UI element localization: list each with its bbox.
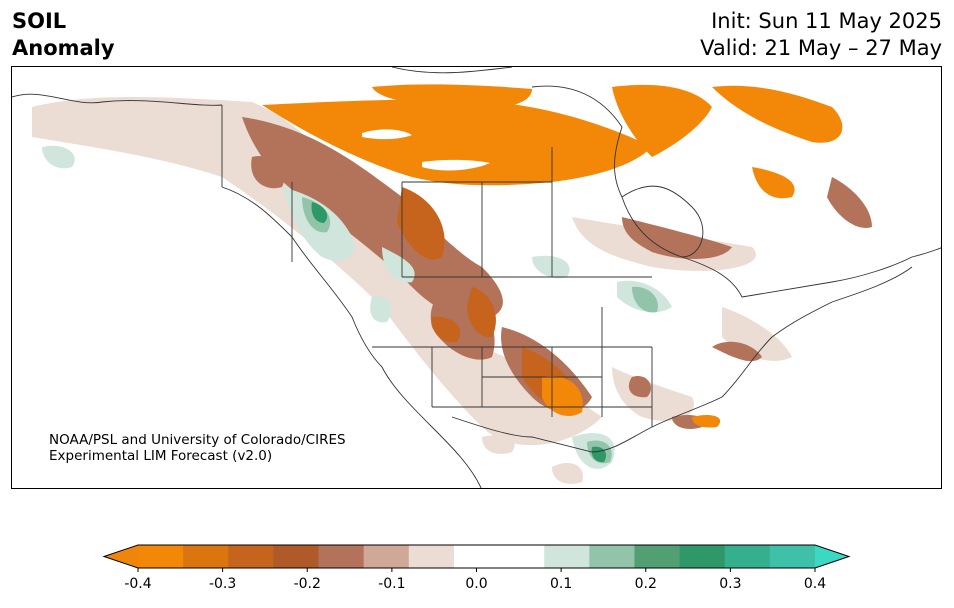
credit-text: NOAA/PSL and University of Colorado/CIRE… bbox=[49, 432, 346, 464]
colorbar-swatch bbox=[544, 545, 590, 568]
colorbar-tick-label: 0.3 bbox=[719, 576, 741, 592]
colorbar-tick-label: -0.4 bbox=[124, 576, 151, 592]
colorbar-swatch bbox=[499, 545, 545, 568]
colorbar-tick-label: -0.1 bbox=[378, 576, 405, 592]
colorbar-swatch bbox=[724, 545, 771, 568]
anomaly-map bbox=[11, 66, 942, 489]
colorbar-swatch bbox=[273, 545, 320, 568]
colorbar-tick-label: 0.4 bbox=[804, 576, 826, 592]
colorbar-tick-label: 0.0 bbox=[465, 576, 487, 592]
colorbar-tick-label: 0.2 bbox=[635, 576, 657, 592]
colorbar-tick-label: -0.3 bbox=[209, 576, 236, 592]
colorbar-swatch bbox=[453, 545, 500, 568]
variable-label: SOIL bbox=[12, 9, 67, 33]
colorbar-ticks: -0.4 -0.3 -0.2 -0.1 0.0 0.1 0.2 0.3 0.4 bbox=[124, 568, 826, 592]
valid-period: Valid: 21 May – 27 May bbox=[700, 36, 942, 60]
lakes bbox=[362, 129, 501, 202]
map-title: SOIL Anomaly bbox=[12, 8, 115, 62]
colorbar-swatch bbox=[769, 545, 816, 568]
anomaly-strong-orange bbox=[262, 84, 843, 428]
colorbar-swatch bbox=[679, 545, 726, 568]
credit-line-1: NOAA/PSL and University of Colorado/CIRE… bbox=[49, 432, 346, 448]
colorbar-swatches bbox=[102, 544, 851, 569]
colorbar-swatch bbox=[634, 545, 681, 568]
colorbar-swatch bbox=[318, 545, 365, 568]
colorbar-tick-label: -0.2 bbox=[294, 576, 321, 592]
colorbar-swatch bbox=[138, 545, 184, 568]
colorbar-extend-low bbox=[104, 545, 138, 568]
credit-line-2: Experimental LIM Forecast (v2.0) bbox=[49, 448, 273, 464]
colorbar-swatch bbox=[589, 545, 635, 568]
borders bbox=[12, 67, 941, 488]
colorbar-swatch bbox=[363, 545, 410, 568]
colorbar-swatch bbox=[408, 545, 455, 568]
colorbar-tick-label: 0.1 bbox=[550, 576, 572, 592]
colorbar-swatch bbox=[183, 545, 229, 568]
colorbar-extend-high bbox=[815, 545, 849, 568]
forecast-dates: Init: Sun 11 May 2025 Valid: 21 May – 27… bbox=[700, 8, 942, 62]
map-canvas bbox=[12, 67, 941, 488]
colorbar-swatch bbox=[228, 545, 274, 568]
init-date: Init: Sun 11 May 2025 bbox=[711, 9, 942, 33]
quantity-label: Anomaly bbox=[12, 36, 115, 60]
